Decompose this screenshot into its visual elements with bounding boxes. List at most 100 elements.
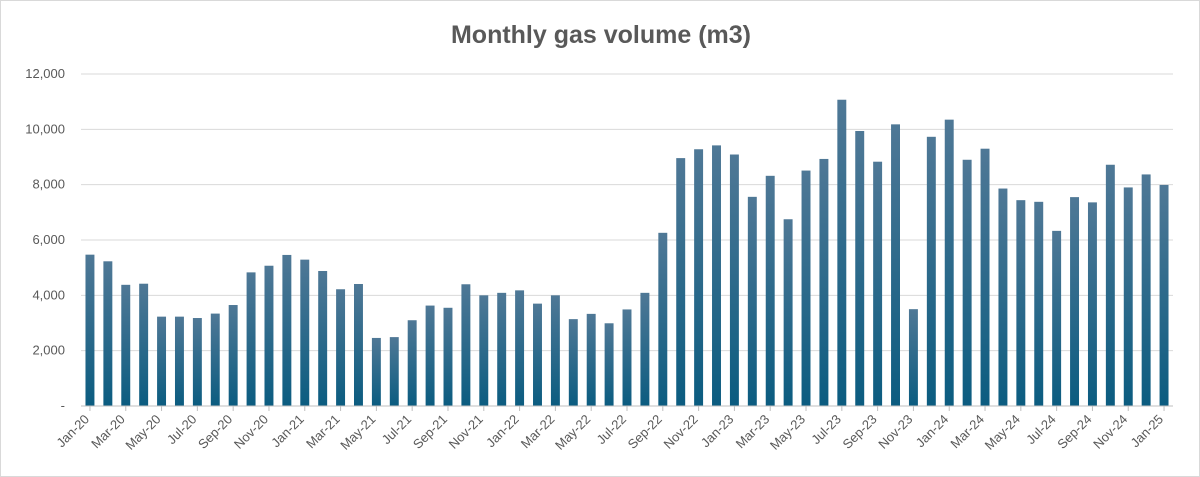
x-tick-label: Jan-23 bbox=[698, 412, 737, 451]
bar-Oct-21 bbox=[461, 284, 471, 406]
bar-Jan-21 bbox=[300, 259, 310, 406]
bar-Nov-22 bbox=[694, 149, 704, 406]
bar-Aug-23 bbox=[855, 130, 865, 407]
x-tick-label: Sep-24 bbox=[1054, 412, 1094, 452]
bar-Dec-24 bbox=[1141, 174, 1151, 406]
y-tick-label: 4,000 bbox=[32, 287, 65, 302]
x-tick-label: Jan-25 bbox=[1127, 412, 1166, 451]
bar-Apr-23 bbox=[783, 219, 793, 406]
bar-Apr-20 bbox=[139, 283, 149, 406]
bar-Dec-20 bbox=[282, 254, 292, 406]
bar-Apr-22 bbox=[568, 319, 578, 406]
bar-Aug-22 bbox=[640, 292, 650, 406]
x-tick-label: Mar-24 bbox=[947, 412, 987, 452]
bar-Jul-22 bbox=[622, 309, 632, 406]
x-tick-label: Sep-23 bbox=[839, 412, 879, 452]
bar-Jan-24 bbox=[944, 119, 954, 407]
bar-Jul-24 bbox=[1052, 230, 1062, 406]
x-tick-label: May-23 bbox=[767, 412, 808, 453]
bar-Jan-20 bbox=[85, 254, 95, 406]
bar-Mar-22 bbox=[550, 295, 560, 406]
x-tick-label: Mar-22 bbox=[518, 412, 558, 452]
bar-Mar-24 bbox=[980, 148, 990, 406]
y-tick-label: 2,000 bbox=[32, 343, 65, 358]
x-tick-label: Sep-20 bbox=[195, 412, 235, 452]
bar-Dec-23 bbox=[926, 136, 936, 407]
bar-May-20 bbox=[157, 316, 167, 406]
y-tick-label: 8,000 bbox=[32, 177, 65, 192]
x-tick-label: Mar-23 bbox=[733, 412, 773, 452]
bar-Dec-22 bbox=[712, 145, 721, 406]
x-tick-label: Nov-23 bbox=[875, 412, 915, 452]
y-tick-label: 10,000 bbox=[25, 121, 65, 136]
y-tick-label: - bbox=[61, 398, 65, 413]
x-tick-label: Sep-21 bbox=[410, 412, 450, 452]
bar-Aug-20 bbox=[210, 313, 220, 406]
bar-Nov-23 bbox=[908, 309, 918, 406]
x-tick-label: Jan-21 bbox=[268, 412, 307, 451]
x-tick-label: Jul-22 bbox=[593, 412, 629, 448]
bar-Mar-23 bbox=[765, 175, 775, 406]
bar-Feb-21 bbox=[318, 270, 328, 406]
bar-Jul-23 bbox=[837, 99, 847, 406]
bar-Nov-24 bbox=[1123, 187, 1133, 406]
x-tick-label: Jul-21 bbox=[379, 412, 415, 448]
x-tick-label: Jul-24 bbox=[1023, 412, 1059, 448]
bar-May-22 bbox=[586, 313, 596, 406]
bar-Sep-20 bbox=[228, 305, 238, 406]
x-tick-label: Jul-23 bbox=[808, 412, 844, 448]
bar-Nov-20 bbox=[264, 265, 274, 406]
bar-May-21 bbox=[371, 337, 381, 406]
bar-Feb-20 bbox=[103, 261, 113, 406]
bar-Apr-21 bbox=[354, 283, 363, 406]
x-tick-label: Mar-21 bbox=[303, 412, 343, 452]
bar-Jan-22 bbox=[515, 290, 525, 406]
x-tick-label: Sep-22 bbox=[625, 412, 665, 452]
y-tick-label: 6,000 bbox=[32, 232, 65, 247]
bar-Aug-21 bbox=[425, 305, 435, 406]
x-tick-label: Nov-24 bbox=[1090, 412, 1130, 452]
bar-Jun-24 bbox=[1034, 201, 1044, 406]
bar-May-23 bbox=[801, 170, 811, 406]
bar-Apr-24 bbox=[998, 188, 1008, 406]
bar-Sep-22 bbox=[658, 232, 668, 406]
x-tick-label: Nov-22 bbox=[660, 412, 700, 452]
x-tick-label: May-21 bbox=[337, 412, 378, 453]
bar-Jun-21 bbox=[389, 337, 399, 406]
x-tick-label: Jan-24 bbox=[913, 412, 952, 451]
bar-Jun-23 bbox=[819, 158, 829, 406]
x-tick-label: May-20 bbox=[122, 412, 163, 453]
bar-Jul-20 bbox=[192, 318, 202, 406]
bar-Dec-21 bbox=[497, 292, 507, 406]
bar-Feb-22 bbox=[533, 303, 542, 406]
bar-Sep-24 bbox=[1087, 202, 1097, 406]
chart-title: Monthly gas volume (m3) bbox=[451, 21, 751, 49]
bar-Jun-22 bbox=[604, 323, 614, 406]
gridlines bbox=[81, 73, 1173, 352]
x-tick-label: Jul-20 bbox=[164, 412, 200, 448]
bar-Jan-23 bbox=[729, 154, 739, 406]
bar-Feb-23 bbox=[747, 196, 757, 406]
bars bbox=[85, 99, 1169, 407]
bar-Aug-24 bbox=[1070, 197, 1080, 406]
bar-Mar-20 bbox=[121, 284, 131, 406]
x-tick-label: Jan-22 bbox=[483, 412, 522, 451]
y-tick-label: 12,000 bbox=[25, 66, 65, 81]
bar-Jul-21 bbox=[407, 320, 417, 406]
bar-Mar-21 bbox=[336, 289, 346, 406]
bar-May-24 bbox=[1016, 200, 1026, 406]
x-tick-label: Nov-20 bbox=[231, 412, 271, 452]
bar-Feb-24 bbox=[962, 159, 972, 406]
bar-Sep-23 bbox=[873, 161, 883, 406]
bar-Oct-23 bbox=[891, 124, 900, 406]
x-tick-label: Jan-20 bbox=[53, 412, 92, 451]
y-axis-ticks: - 2,000 4,000 6,000 8,000 10,000 12,000 bbox=[25, 66, 65, 413]
x-tick-label: Nov-21 bbox=[446, 412, 486, 452]
bar-Sep-21 bbox=[443, 307, 453, 406]
bar-Oct-20 bbox=[246, 272, 256, 406]
x-tick-label: May-24 bbox=[982, 412, 1023, 453]
x-tick-label: May-22 bbox=[552, 412, 593, 453]
